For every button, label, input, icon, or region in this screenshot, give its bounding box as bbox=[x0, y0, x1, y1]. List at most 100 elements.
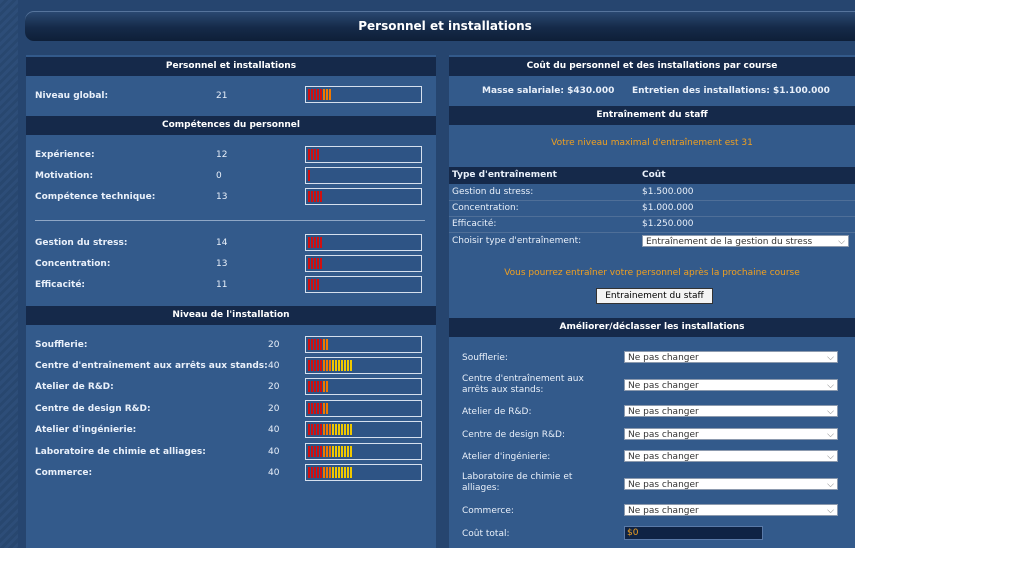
efficiency-value: 11 bbox=[216, 280, 228, 290]
stress-management-bar bbox=[305, 234, 422, 251]
upgrade-engineering-label: Atelier d'ingénierie: bbox=[462, 452, 551, 462]
bar-segment bbox=[314, 403, 316, 414]
upgrade-pit-training-select[interactable]: Ne pas changer ⌵ bbox=[624, 379, 838, 391]
commerce-label: Commerce: bbox=[35, 468, 93, 478]
bar-segment bbox=[308, 381, 310, 392]
training-type-select[interactable]: Entraînement de la gestion du stress ⌵ bbox=[642, 235, 849, 247]
select-value: Ne pas changer bbox=[628, 381, 699, 391]
technical-skill-value: 13 bbox=[216, 192, 228, 202]
upgrade-rd-design-label: Centre de design R&D: bbox=[462, 430, 566, 440]
bar-segment bbox=[320, 89, 322, 100]
bar-segment bbox=[326, 467, 328, 478]
bar-segment bbox=[326, 381, 328, 392]
upgrade-header: Améliorer/déclasser les installations bbox=[449, 318, 855, 337]
bar-segment bbox=[320, 237, 322, 248]
training-notice: Vous pourrez entraîner votre personnel a… bbox=[504, 268, 800, 278]
upgrade-rd-design-select[interactable]: Ne pas changer ⌵ bbox=[624, 428, 838, 440]
concentration-label: Concentration: bbox=[35, 259, 111, 269]
bar-segments bbox=[308, 403, 329, 414]
upgrade-wind-tunnel-select[interactable]: Ne pas changer ⌵ bbox=[624, 351, 838, 363]
stress-management-value: 14 bbox=[216, 238, 228, 248]
bar-segment bbox=[311, 279, 313, 290]
bar-segment bbox=[344, 446, 346, 457]
concentration-bar bbox=[305, 255, 422, 272]
bar-segment bbox=[350, 424, 352, 435]
bar-segment bbox=[326, 446, 328, 457]
bar-segment bbox=[326, 360, 328, 371]
bar-segment bbox=[311, 258, 313, 269]
facilities-header: Niveau de l'installation bbox=[26, 306, 436, 325]
training-cost: $1.000.000 bbox=[642, 203, 694, 213]
pit-training-bar bbox=[305, 357, 422, 374]
bar-segments bbox=[308, 360, 353, 371]
stress-management-label: Gestion du stress: bbox=[35, 238, 128, 248]
bar-segment bbox=[314, 237, 316, 248]
bar-segment bbox=[314, 360, 316, 371]
experience-label: Expérience: bbox=[35, 150, 95, 160]
bar-segments bbox=[308, 149, 320, 160]
bar-segment bbox=[347, 424, 349, 435]
bar-segment bbox=[314, 191, 316, 202]
bar-segment bbox=[311, 381, 313, 392]
bar-segment bbox=[314, 424, 316, 435]
left-panel: Personnel et installations Niveau global… bbox=[26, 55, 436, 548]
table-row: Gestion du stress: $1.500.000 bbox=[449, 185, 855, 201]
bar-segment bbox=[317, 191, 319, 202]
bar-segment bbox=[344, 360, 346, 371]
efficiency-bar bbox=[305, 276, 422, 293]
bar-segment bbox=[332, 424, 334, 435]
bar-segment bbox=[317, 339, 319, 350]
experience-value: 12 bbox=[216, 150, 228, 160]
bar-segment bbox=[311, 149, 313, 160]
bar-segment bbox=[341, 360, 343, 371]
bar-segment bbox=[308, 149, 310, 160]
max-training-text: Votre niveau maximal d'entraînement est … bbox=[551, 138, 753, 148]
bar-segment bbox=[344, 424, 346, 435]
engineering-label: Atelier d'ingénierie: bbox=[35, 425, 137, 435]
bar-segment bbox=[326, 424, 328, 435]
bar-segment bbox=[323, 424, 325, 435]
upgrade-pit-training-label: Centre d'entraînement aux arrêts aux sta… bbox=[462, 374, 584, 395]
bar-segment bbox=[314, 89, 316, 100]
rd-workshop-label: Atelier de R&D: bbox=[35, 382, 114, 392]
chemistry-bar bbox=[305, 443, 422, 460]
upgrade-rd-workshop-select[interactable]: Ne pas changer ⌵ bbox=[624, 405, 838, 417]
bar-segment bbox=[308, 360, 310, 371]
bar-segments bbox=[308, 279, 320, 290]
upgrade-commerce-select[interactable]: Ne pas changer ⌵ bbox=[624, 504, 838, 516]
motivation-label: Motivation: bbox=[35, 171, 94, 181]
select-value: Ne pas changer bbox=[628, 480, 699, 490]
choose-training-label: Choisir type d'entraînement: bbox=[452, 236, 582, 246]
bar-segments bbox=[308, 467, 353, 478]
engineering-bar bbox=[305, 421, 422, 438]
bar-segment bbox=[335, 360, 337, 371]
bar-segment bbox=[323, 467, 325, 478]
technical-skill-bar bbox=[305, 188, 422, 205]
rd-design-label: Centre de design R&D: bbox=[35, 404, 151, 414]
select-value: Ne pas changer bbox=[628, 407, 699, 417]
bar-segment bbox=[329, 89, 331, 100]
bar-segment bbox=[338, 424, 340, 435]
efficiency-label: Efficacité: bbox=[35, 280, 86, 290]
bar-segment bbox=[311, 339, 313, 350]
bar-segment bbox=[320, 339, 322, 350]
upgrade-chemistry-select[interactable]: Ne pas changer ⌵ bbox=[624, 478, 838, 490]
train-staff-button[interactable]: Entrainement du staff bbox=[596, 288, 713, 304]
wind-tunnel-label: Soufflerie: bbox=[35, 340, 88, 350]
bar-segment bbox=[311, 237, 313, 248]
bar-segment bbox=[311, 360, 313, 371]
bar-segment bbox=[326, 89, 328, 100]
bar-segment bbox=[308, 89, 310, 100]
training-type: Concentration: bbox=[452, 203, 519, 213]
bar-segment bbox=[320, 467, 322, 478]
bar-segment bbox=[314, 279, 316, 290]
training-header: Entraînement du staff bbox=[449, 106, 855, 125]
upgrade-engineering-select[interactable]: Ne pas changer ⌵ bbox=[624, 450, 838, 462]
bar-segment bbox=[317, 279, 319, 290]
skills-divider bbox=[35, 220, 425, 221]
bar-segment bbox=[335, 446, 337, 457]
bar-segment bbox=[341, 467, 343, 478]
bar-segment bbox=[332, 360, 334, 371]
bar-segment bbox=[317, 237, 319, 248]
bar-segments bbox=[308, 258, 323, 269]
